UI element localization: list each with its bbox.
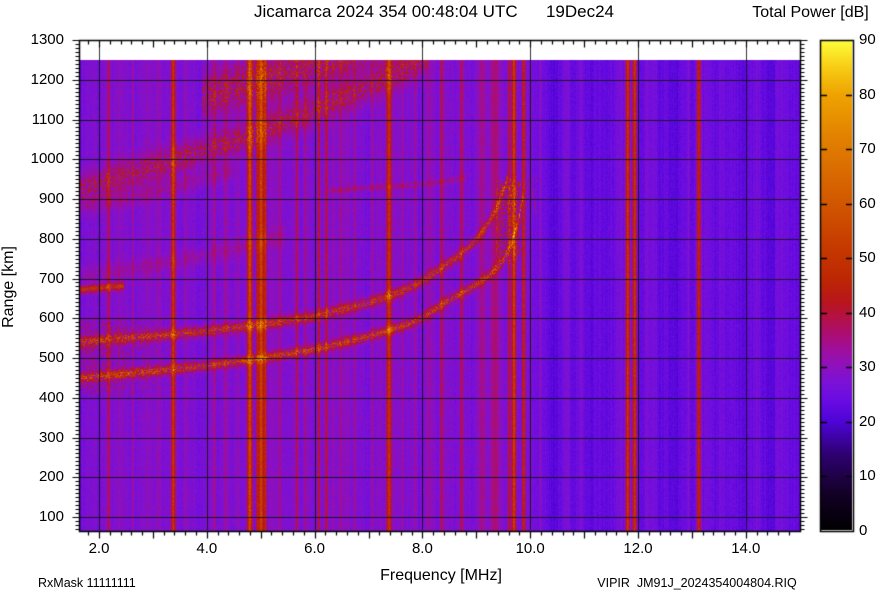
y-tick-label: 400 <box>38 388 64 406</box>
colorbar-tick-label: 20 <box>859 412 876 430</box>
colorbar-tick-label: 70 <box>859 140 876 158</box>
y-tick-label: 1100 <box>31 110 64 128</box>
colorbar-tick-label: 50 <box>859 249 876 267</box>
x-tick-label: 10.0 <box>515 540 545 557</box>
y-tick-label: 1000 <box>30 150 64 168</box>
x-axis-label: Frequency [MHz] <box>380 567 502 584</box>
colorbar-title: Total Power [dB] <box>752 4 869 21</box>
x-tick-label: 4.0 <box>196 540 218 557</box>
colorbar-tick-label: 90 <box>859 31 876 48</box>
y-tick-label: 200 <box>38 468 64 486</box>
y-tick-label: 800 <box>38 229 64 247</box>
y-tick-label: 100 <box>38 508 64 525</box>
x-tick-label: 8.0 <box>411 540 433 557</box>
y-tick-label: 1200 <box>30 70 64 88</box>
plot-title: Jicamarca 2024 354 00:48:04 UTC 19Dec24 <box>253 2 615 21</box>
colorbar-tick-label: 80 <box>859 85 876 103</box>
x-tick-label: 12.0 <box>623 540 653 557</box>
y-tick-label: 500 <box>38 349 64 366</box>
y-tick-label: 1300 <box>30 31 64 48</box>
x-tick-label: 6.0 <box>304 540 326 557</box>
colorbar-tick-label: 10 <box>859 467 876 485</box>
x-tick-label: 2.0 <box>88 540 110 557</box>
rxmask-label: RxMask 11111111 <box>38 576 136 590</box>
file-reference-label: VIPIR JM91J_2024354004804.RIQ <box>597 576 797 590</box>
colorbar-tick-label: 30 <box>859 358 876 376</box>
y-tick-label: 600 <box>38 309 64 327</box>
y-tick-label: 900 <box>38 190 64 207</box>
y-tick-label: 700 <box>38 269 64 287</box>
colorbar-tick-label: 40 <box>859 303 876 321</box>
colorbar-tick-label: 60 <box>859 194 876 212</box>
x-tick-label: 14.0 <box>731 540 761 557</box>
y-tick-label: 300 <box>38 428 64 446</box>
colorbar-tick-label: 0 <box>859 522 868 539</box>
